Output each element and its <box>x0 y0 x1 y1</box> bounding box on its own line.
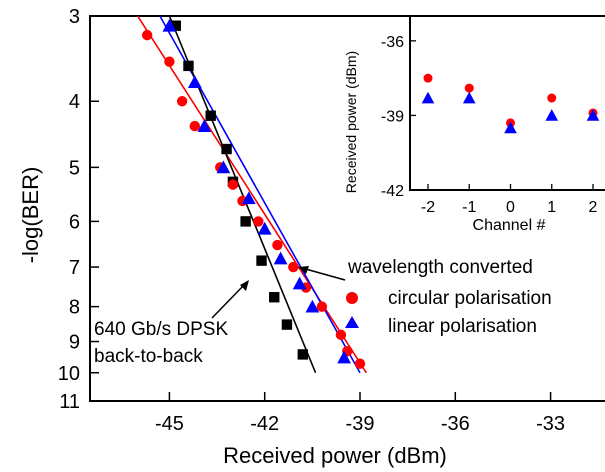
y-tick-label: 3 <box>69 6 80 28</box>
data-point <box>292 276 307 290</box>
data-point <box>176 96 188 107</box>
y-axis-label: -log(BER) <box>18 167 43 264</box>
inset-data-point <box>547 93 557 103</box>
y-tick-label: 8 <box>69 297 80 319</box>
x-tick-label: -33 <box>536 413 565 435</box>
data-point <box>288 261 299 273</box>
data-point <box>216 160 231 174</box>
fit-line <box>168 16 317 374</box>
data-point <box>337 350 352 364</box>
arrow-head-back-to-back <box>240 280 249 291</box>
legend-marker-circular <box>346 292 358 304</box>
data-point <box>305 299 320 313</box>
data-point <box>253 216 264 227</box>
y-tick-label: 5 <box>69 157 80 179</box>
data-point <box>272 239 283 251</box>
y-tick-label: 6 <box>69 211 80 233</box>
data-point <box>187 75 202 88</box>
inset-y-axis-label: Received power (dBm) <box>343 51 359 193</box>
inset-x-tick-label: 1 <box>547 199 556 216</box>
data-point <box>269 292 280 303</box>
data-point <box>183 60 194 72</box>
y-tick-label: 9 <box>69 332 80 354</box>
x-tick-label: -39 <box>346 413 375 435</box>
data-point <box>240 216 251 227</box>
data-point <box>164 56 175 67</box>
inset-x-tick-label: -2 <box>421 199 435 216</box>
data-point <box>241 191 256 205</box>
legend-marker-linear <box>345 316 359 328</box>
data-point <box>205 110 216 121</box>
inset-x-tick-label: -1 <box>462 199 476 216</box>
y-tick-label: 10 <box>58 363 80 385</box>
data-point <box>189 120 201 132</box>
arrow-wavelength-converted <box>301 267 346 281</box>
data-point <box>354 358 366 369</box>
inset-data-point <box>464 83 474 93</box>
fit-line <box>136 16 368 374</box>
inset-x-tick-label: 0 <box>506 199 515 216</box>
inset-data-point <box>423 73 433 83</box>
inset-data-point <box>504 121 517 134</box>
arrow-back-to-back <box>211 283 246 319</box>
inset-frame <box>409 15 605 191</box>
inset-data-point <box>462 91 476 104</box>
data-point <box>221 143 232 155</box>
data-point <box>197 119 212 132</box>
data-point <box>256 255 267 266</box>
arrow-head-wavelength-converted <box>298 266 309 274</box>
data-point <box>316 301 328 312</box>
inset-data-point <box>545 109 559 121</box>
y-tick-label: 11 <box>59 391 80 413</box>
x-axis-label: Received power (dBm) <box>223 443 447 468</box>
annotation-b2b-line2: back-to-back <box>94 346 203 367</box>
data-point <box>170 20 181 31</box>
data-point <box>227 179 239 190</box>
y-tick-label: 7 <box>69 257 80 279</box>
data-point <box>297 349 309 360</box>
x-tick-label: -36 <box>441 413 470 435</box>
data-point <box>335 329 347 341</box>
data-point <box>281 319 293 330</box>
inset-data-point <box>421 91 435 104</box>
legend-title: wavelength converted <box>347 257 533 278</box>
data-point <box>141 29 153 41</box>
inset-x-axis-label: Channel # <box>473 217 546 234</box>
inset-y-tick-label: -36 <box>381 34 404 51</box>
data-point <box>273 251 288 265</box>
data-point <box>257 221 272 235</box>
legend-label-linear: linear polarisation <box>388 316 537 337</box>
inset-data-point <box>586 109 600 121</box>
inset-y-tick-label: -39 <box>381 108 404 125</box>
data-point <box>162 18 177 32</box>
inset-y-tick-label: -42 <box>381 183 404 200</box>
inset-x-tick-label: 2 <box>589 199 598 216</box>
annotation-b2b-line1: 640 Gb/s DPSK <box>94 319 228 340</box>
y-tick-label: 4 <box>69 91 80 113</box>
legend-label-circular: circular polarisation <box>388 288 552 309</box>
x-tick-label: -42 <box>250 413 279 435</box>
x-tick-label: -45 <box>155 413 184 435</box>
